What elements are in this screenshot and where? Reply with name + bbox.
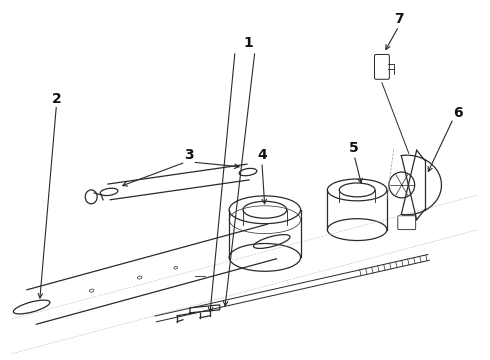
Text: 5: 5 <box>349 141 359 155</box>
Text: 3: 3 <box>184 148 193 162</box>
FancyBboxPatch shape <box>398 216 416 230</box>
Text: 1: 1 <box>243 36 253 50</box>
Text: 4: 4 <box>257 148 267 162</box>
Text: 6: 6 <box>454 105 463 120</box>
Text: 2: 2 <box>51 92 61 105</box>
FancyBboxPatch shape <box>374 54 390 79</box>
Text: 7: 7 <box>394 12 404 26</box>
